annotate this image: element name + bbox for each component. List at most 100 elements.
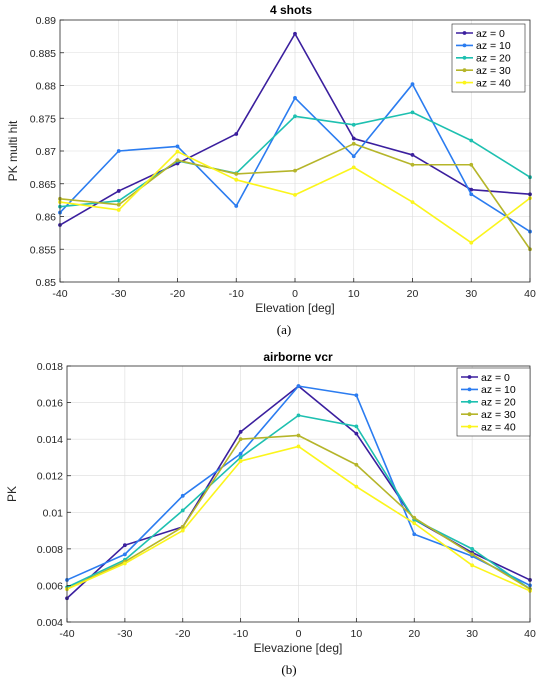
chart-b-data-point bbox=[238, 451, 243, 456]
chart-a-data-point bbox=[293, 96, 297, 100]
chart-b-data-point bbox=[354, 462, 359, 467]
chart-a-y-axis-label: PK multi hit bbox=[6, 120, 20, 181]
chart-b-title: airborne vcr bbox=[263, 350, 333, 364]
chart-a-data-point bbox=[116, 198, 121, 203]
chart-a-y-tick-label: 0.87 bbox=[36, 146, 57, 158]
chart-b-legend-label: az = 30 bbox=[481, 409, 516, 421]
chart-b-ticks: -40 -30 -20 -10 0 10 20 30 40 0.004 0.006 0.008 0.01… bbox=[37, 361, 536, 640]
chart-b-legend-label: az = 0 bbox=[481, 372, 510, 384]
chart-a-y-tick-label: 0.865 bbox=[30, 179, 56, 191]
chart-b-data-point bbox=[412, 521, 417, 526]
chart-a-grid bbox=[60, 20, 530, 282]
chart-b-legend-marker bbox=[467, 412, 472, 417]
chart-b-y-tick-label: 0.008 bbox=[37, 544, 63, 556]
chart-b-x-tick-label: -40 bbox=[59, 628, 74, 640]
chart-b-legend-marker bbox=[467, 375, 472, 379]
chart-a-data-point bbox=[469, 192, 474, 197]
chart-a-data-point bbox=[234, 177, 239, 182]
chart-b-data-point bbox=[470, 563, 475, 568]
chart-a-data-point bbox=[116, 208, 121, 212]
chart-b-legend-label: az = 10 bbox=[481, 384, 516, 396]
chart-b-data-point bbox=[180, 525, 185, 529]
chart-a-x-tick-label: 10 bbox=[348, 288, 360, 300]
chart-b-data-point bbox=[296, 413, 301, 418]
chart-a-y-tick-label: 0.86 bbox=[36, 212, 57, 224]
chart-b-data-point bbox=[354, 431, 359, 436]
chart-b-data-point bbox=[238, 459, 243, 463]
chart-a-data-point bbox=[293, 31, 297, 36]
chart-a-data-point bbox=[234, 172, 239, 176]
chart-b-legend-marker bbox=[467, 387, 472, 392]
chart-a-data-point bbox=[469, 240, 474, 245]
chart-b-data-point bbox=[122, 552, 127, 557]
chart-a-legend-marker bbox=[462, 68, 467, 73]
chart-a-legend-marker bbox=[462, 55, 467, 60]
chart-b-y-tick-label: 0.01 bbox=[43, 507, 64, 519]
chart-a-legend-marker bbox=[462, 43, 467, 48]
chart-a-data-point bbox=[351, 141, 356, 146]
chart-b-legend-label: az = 40 bbox=[481, 421, 516, 433]
chart-b-data-point bbox=[470, 546, 475, 551]
chart-a-ticks: -40 -30 -20 -10 0 10 20 30 40 0.85 0.855 0.86 0.865 0… bbox=[30, 15, 536, 300]
chart-a-data-point bbox=[175, 144, 180, 149]
chart-a-legend-label: az = 30 bbox=[476, 65, 511, 77]
chart-b-y-tick-label: 0.016 bbox=[37, 398, 63, 410]
chart-b-data-point bbox=[296, 433, 301, 438]
chart-b-data-point bbox=[238, 455, 243, 460]
chart-a-x-tick-label: -40 bbox=[52, 288, 67, 300]
chart-b-x-tick-label: 10 bbox=[351, 628, 363, 640]
chart-a-legend-label: az = 40 bbox=[476, 77, 511, 89]
chart-b-data-point bbox=[180, 528, 185, 533]
chart-a-legend-label: az = 10 bbox=[476, 40, 511, 52]
chart-a-y-tick-label: 0.885 bbox=[30, 48, 56, 60]
chart-a-panel-label: (a) bbox=[277, 322, 291, 337]
chart-a-x-tick-label: 40 bbox=[524, 288, 536, 300]
chart-b-legend-label: az = 20 bbox=[481, 397, 516, 409]
chart-b-y-tick-label: 0.014 bbox=[37, 434, 63, 446]
chart-a-data-point bbox=[351, 165, 356, 170]
chart-b-x-tick-label: 0 bbox=[296, 628, 302, 640]
chart-b-y-tick-label: 0.018 bbox=[37, 361, 63, 373]
chart-a-data-point bbox=[410, 200, 415, 204]
chart-a-data-point bbox=[351, 122, 356, 127]
chart-b-data-point bbox=[412, 532, 417, 537]
chart-a-y-tick-label: 0.875 bbox=[30, 113, 56, 125]
chart-b-data-point bbox=[238, 429, 243, 434]
chart-a-data-point bbox=[410, 82, 415, 87]
chart-a-x-tick-label: 20 bbox=[407, 288, 419, 300]
chart-a-data-point bbox=[293, 192, 297, 197]
chart-b-x-tick-label: -10 bbox=[233, 628, 248, 640]
chart-a-data-point bbox=[116, 149, 121, 153]
chart-a-x-tick-label: -30 bbox=[111, 288, 126, 300]
chart-panel-a: 4 shots -40 -30 -20 -10 0 10 20 30 40 0.85 0.855 0.… bbox=[6, 3, 536, 337]
chart-b-x-tick-label: 20 bbox=[408, 628, 420, 640]
chart-b-data-point bbox=[354, 424, 359, 429]
chart-b-data-point bbox=[180, 493, 185, 498]
chart-a-y-tick-label: 0.89 bbox=[36, 15, 57, 27]
chart-a-data-point bbox=[351, 154, 356, 159]
chart-a-data-point bbox=[351, 136, 356, 141]
chart-a-data-point bbox=[469, 138, 474, 143]
chart-b-panel-label: (b) bbox=[281, 662, 296, 677]
chart-b-x-tick-label: 40 bbox=[524, 628, 536, 640]
chart-a-y-tick-label: 0.88 bbox=[36, 81, 57, 93]
chart-a-data-point bbox=[116, 189, 121, 193]
chart-b-data-point bbox=[296, 444, 301, 449]
chart-b-data-point bbox=[470, 552, 475, 557]
chart-b-lines bbox=[65, 384, 532, 601]
chart-b-data-point bbox=[238, 437, 243, 442]
chart-b-data-point bbox=[122, 543, 127, 548]
chart-panel-b: airborne vcr -40 -30 -20 -10 0 10 20 30 40 0.004 0… bbox=[5, 350, 536, 677]
chart-a-x-tick-label: -10 bbox=[229, 288, 244, 300]
chart-a-data-point bbox=[293, 168, 297, 173]
chart-a-data-point bbox=[410, 153, 415, 157]
chart-a-x-axis-label: Elevation [deg] bbox=[255, 301, 334, 315]
chart-b-grid bbox=[67, 366, 530, 622]
chart-a-x-tick-label: 30 bbox=[465, 288, 477, 300]
chart-a-data-point bbox=[116, 202, 121, 207]
chart-b-legend-marker bbox=[467, 424, 472, 429]
chart-b-y-tick-label: 0.004 bbox=[37, 617, 63, 629]
